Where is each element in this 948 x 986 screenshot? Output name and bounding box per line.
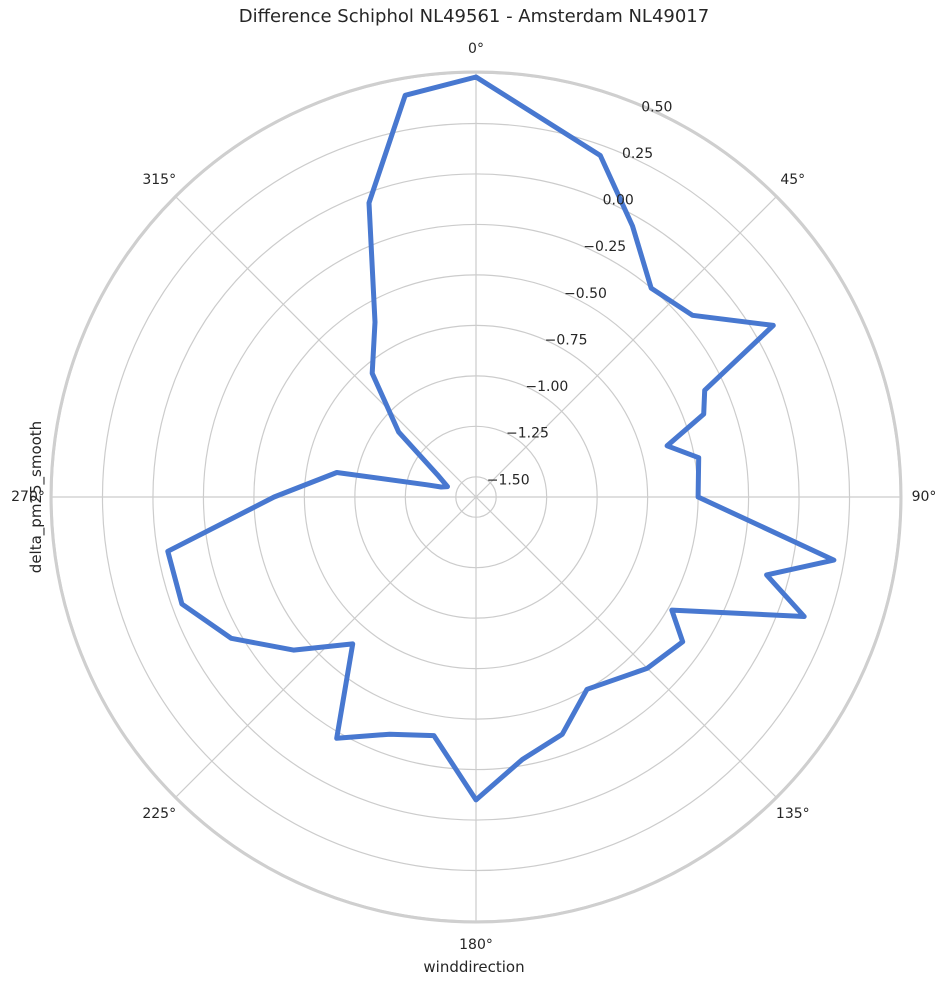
r-tick-label: −0.75 <box>545 332 588 348</box>
r-tick-label: −1.50 <box>487 472 530 488</box>
theta-tick-label: 135° <box>776 806 810 822</box>
theta-tick-label: 90° <box>912 489 937 505</box>
r-tick-label: 0.00 <box>603 193 634 209</box>
r-tick-label: 0.50 <box>641 99 672 115</box>
x-axis-label: winddirection <box>423 958 525 976</box>
theta-tick-label: 225° <box>142 806 176 822</box>
r-tick-label: −1.00 <box>525 379 568 395</box>
r-tick-label: 0.25 <box>622 146 653 162</box>
theta-tick-label: 0° <box>468 41 484 57</box>
angular-gridline <box>475 496 777 798</box>
theta-tick-label: 315° <box>142 172 176 188</box>
angular-gridline <box>175 196 477 498</box>
series-layer <box>165 74 837 803</box>
label-layer: 0° 45° 90° 135° 180° 225° 270° 315° −1.50 −1.25 −1… <box>11 41 936 953</box>
theta-tick-label: 45° <box>780 172 805 188</box>
theta-tick-label: 180° <box>459 937 493 953</box>
theta-tick-label: 270° <box>11 489 45 505</box>
series-line <box>165 74 837 803</box>
grid-layer <box>49 70 903 924</box>
r-tick-label: −0.25 <box>583 239 626 255</box>
r-tick-label: −1.25 <box>506 426 549 442</box>
r-tick-label: −0.50 <box>564 286 607 302</box>
angular-gridline <box>475 196 777 498</box>
y-axis-label: delta_pm25_smooth <box>27 420 45 574</box>
chart-title: Difference Schiphol NL49561 - Amsterdam … <box>238 6 710 27</box>
polar-frame <box>49 70 903 924</box>
